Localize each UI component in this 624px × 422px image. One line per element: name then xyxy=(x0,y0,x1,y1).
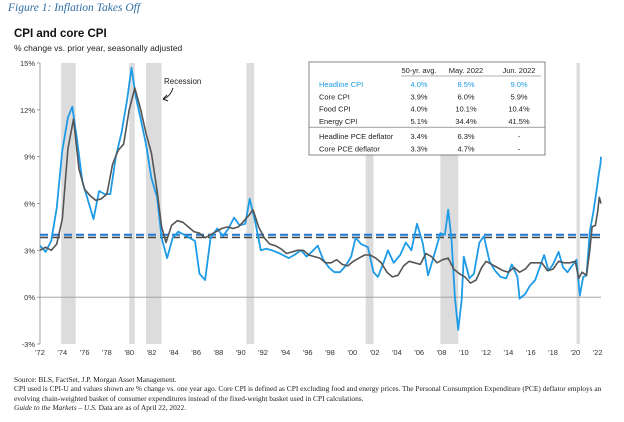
chart-title: CPI and core CPI xyxy=(14,28,107,40)
recession-band-5 xyxy=(365,63,374,344)
date-note: Data are as of April 22, 2022. xyxy=(98,403,187,413)
figure-caption: Figure 1: Inflation Takes Off xyxy=(8,2,141,14)
table-cell: 8.5% xyxy=(457,80,474,89)
table-cell: 10.4% xyxy=(508,105,530,114)
table-cell: 41.5% xyxy=(508,117,530,126)
methodology-note: CPI used is CPI-U and values shown are %… xyxy=(14,384,602,403)
table-row-label: Headline CPI xyxy=(319,80,363,89)
x-tick-label: '98 xyxy=(325,348,335,357)
x-tick-label: '20 xyxy=(570,348,580,357)
x-tick-label: '12 xyxy=(481,348,491,357)
x-tick-label: '96 xyxy=(303,348,313,357)
y-tick-label: 12% xyxy=(20,106,35,115)
guide-date-line: Guide to the Markets – U.S. Data are as … xyxy=(14,403,614,412)
table-cell: 34.4% xyxy=(455,117,477,126)
table-row-label: Core PCE deflator xyxy=(319,145,380,154)
table-row-label: Food CPI xyxy=(319,105,351,114)
x-tick-label: '06 xyxy=(414,348,424,357)
table-row-label: Energy CPI xyxy=(319,117,357,126)
chart-area: -3% 0% 3% 6% 9% 12% 15% '72 '74 '76 '78 '80 '82 '84 '8… xyxy=(20,59,603,357)
x-tick-label: '84 xyxy=(169,348,179,357)
table-cell: 9.0% xyxy=(510,80,527,89)
x-tick-label: '80 xyxy=(124,348,134,357)
x-tick-label: '88 xyxy=(214,348,224,357)
source-notes: Source: BLS, FactSet, J.P. Morgan Asset … xyxy=(14,375,614,413)
table-header-2: May. 2022 xyxy=(449,66,483,75)
table-cell: 5.1% xyxy=(410,117,427,126)
recession-band-3 xyxy=(145,63,162,344)
x-tick-label: '90 xyxy=(236,348,246,357)
y-tick-label: 0% xyxy=(24,293,35,302)
x-tick-label: '86 xyxy=(191,348,201,357)
x-tick-label: '18 xyxy=(548,348,558,357)
y-tick-label: 15% xyxy=(20,59,35,68)
table-cell: 6.3% xyxy=(457,132,474,141)
x-tick-label: '02 xyxy=(370,348,380,357)
x-tick-label: '14 xyxy=(504,348,514,357)
table-cell: 3.3% xyxy=(410,145,427,154)
y-tick-label: 9% xyxy=(24,153,35,162)
table-cell: 4.7% xyxy=(457,145,474,154)
x-tick-label: '22 xyxy=(593,348,603,357)
x-tick-label: '04 xyxy=(392,348,402,357)
core-cpi-line xyxy=(39,87,602,284)
x-tick-label: '82 xyxy=(147,348,157,357)
recession-arrow-head xyxy=(162,94,169,102)
chart-subtitle: % change vs. prior year, seasonally adju… xyxy=(14,43,183,53)
y-tick-label: 3% xyxy=(24,246,35,255)
table-header-3: Jun. 2022 xyxy=(503,66,536,75)
source-line: Source: BLS, FactSet, J.P. Morgan Asset … xyxy=(14,375,177,384)
x-tick-label: '92 xyxy=(258,348,268,357)
table-cell: 5.9% xyxy=(510,92,527,101)
x-tick-label: '08 xyxy=(437,348,447,357)
x-tick-label: '94 xyxy=(280,348,290,357)
table-header-1: 50-yr. avg. xyxy=(401,66,436,75)
table-cell: 4.0% xyxy=(410,80,427,89)
x-tick-label: '72 xyxy=(35,348,45,357)
headline-cpi-line xyxy=(39,66,602,331)
x-tick-label: '74 xyxy=(57,348,67,357)
x-tick-label: '76 xyxy=(80,348,90,357)
x-tick-label: '78 xyxy=(102,348,112,357)
x-tick-label: '00 xyxy=(347,348,357,357)
table-cell: - xyxy=(518,132,521,141)
table-cell: 4.0% xyxy=(410,105,427,114)
table-cell: 3.4% xyxy=(410,132,427,141)
y-tick-label: 6% xyxy=(24,200,35,209)
recession-band-7 xyxy=(576,63,580,344)
x-tick-label: '16 xyxy=(526,348,536,357)
x-tick-label: '10 xyxy=(459,348,469,357)
data-table-box xyxy=(308,61,546,156)
recession-label: Recession xyxy=(164,77,201,86)
table-row-label: Headline PCE deflator xyxy=(319,132,394,141)
recession-band-2 xyxy=(129,63,135,344)
table-cell: - xyxy=(518,145,521,154)
table-row-label: Core CPI xyxy=(319,92,350,101)
table-cell: 10.1% xyxy=(455,105,477,114)
y-tick-label: -3% xyxy=(22,340,36,349)
recession-arrow xyxy=(162,87,174,100)
table-cell: 3.9% xyxy=(410,92,427,101)
guide-title: Guide to the Markets – U.S. xyxy=(14,403,97,413)
table-cell: 6.0% xyxy=(457,92,474,101)
